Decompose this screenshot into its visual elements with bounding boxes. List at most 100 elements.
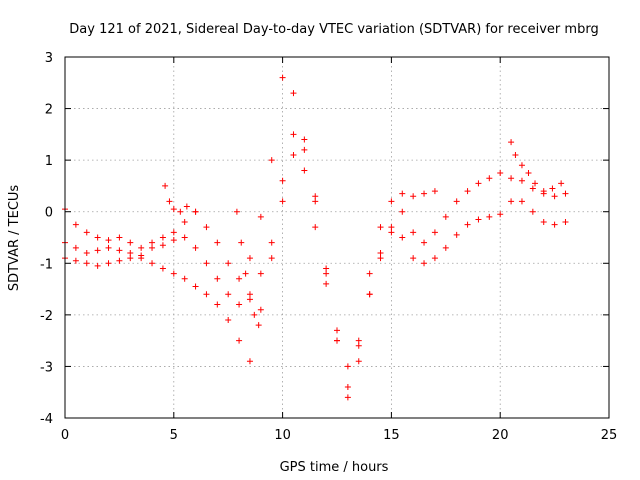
data-point <box>410 255 417 262</box>
data-point <box>105 237 112 244</box>
data-point <box>279 198 286 205</box>
data-point <box>549 185 556 192</box>
data-point <box>388 224 395 231</box>
data-point <box>203 260 210 267</box>
data-point <box>377 255 384 262</box>
data-point <box>170 206 177 213</box>
data-point <box>551 193 558 200</box>
data-point <box>246 255 253 262</box>
data-point <box>399 190 406 197</box>
data-point <box>562 190 569 197</box>
data-point <box>181 234 188 241</box>
data-point <box>192 208 199 215</box>
data-point <box>225 317 232 324</box>
data-point <box>149 260 156 267</box>
data-point <box>257 213 264 220</box>
data-point <box>257 306 264 313</box>
data-point <box>475 180 482 187</box>
data-point <box>355 342 362 349</box>
data-point <box>525 170 532 177</box>
x-tick-label: 5 <box>170 428 178 443</box>
data-point <box>203 224 210 231</box>
data-point <box>268 239 275 246</box>
data-point <box>344 384 351 391</box>
data-point <box>518 198 525 205</box>
data-point <box>355 337 362 344</box>
x-tick-label: 25 <box>601 428 618 443</box>
data-point <box>225 260 232 267</box>
data-point <box>508 139 515 146</box>
data-point <box>94 247 101 254</box>
data-point <box>159 242 166 249</box>
data-point <box>94 262 101 269</box>
data-point <box>512 151 519 158</box>
x-tick-label: 0 <box>61 428 69 443</box>
data-point <box>116 257 123 264</box>
data-point <box>83 260 90 267</box>
data-point <box>192 244 199 251</box>
y-tick-label: -1 <box>40 257 53 272</box>
data-point <box>399 234 406 241</box>
data-point <box>323 280 330 287</box>
data-point <box>301 146 308 153</box>
data-point <box>279 74 286 81</box>
data-point <box>508 198 515 205</box>
data-point <box>464 221 471 228</box>
data-point <box>529 208 536 215</box>
data-point <box>290 131 297 138</box>
data-point <box>138 244 145 251</box>
data-point <box>558 180 565 187</box>
data-point <box>257 270 264 277</box>
data-point <box>312 224 319 231</box>
data-point <box>388 198 395 205</box>
data-point <box>377 224 384 231</box>
plot-frame <box>64 56 610 419</box>
x-tick-label: 20 <box>492 428 509 443</box>
series-track-3 <box>62 136 569 401</box>
data-point <box>334 337 340 344</box>
data-point <box>301 136 308 143</box>
data-point <box>255 322 262 329</box>
data-point <box>242 270 249 277</box>
data-point <box>203 291 210 298</box>
y-axis-label: SDTVAR / TECUs <box>7 185 22 292</box>
data-point <box>251 311 258 318</box>
data-point <box>192 283 199 290</box>
data-point <box>127 249 134 256</box>
data-point <box>431 255 438 262</box>
data-point <box>410 193 417 200</box>
data-point <box>83 229 90 236</box>
data-point <box>246 296 253 303</box>
series-track-4 <box>508 139 565 195</box>
data-point <box>497 211 504 218</box>
data-point <box>388 229 395 236</box>
data-point <box>181 275 188 282</box>
data-point <box>170 270 177 277</box>
data-point <box>290 90 297 97</box>
data-point <box>183 203 190 210</box>
data-point <box>225 291 232 298</box>
data-point <box>159 265 166 272</box>
data-point <box>116 247 123 254</box>
data-point <box>453 231 460 238</box>
data-point <box>246 291 253 298</box>
data-point <box>366 270 373 277</box>
data-point <box>233 208 240 215</box>
data-point <box>323 265 330 272</box>
data-point <box>166 198 173 205</box>
data-point <box>170 237 177 244</box>
data-point <box>442 244 449 251</box>
x-tick-label: 15 <box>383 428 400 443</box>
data-point <box>214 301 221 308</box>
data-point <box>214 275 221 282</box>
data-point <box>421 260 428 267</box>
series-track-5 <box>162 182 199 215</box>
data-point <box>94 234 101 241</box>
y-tick-label: 3 <box>45 51 53 66</box>
data-points <box>62 74 569 401</box>
data-point <box>149 244 156 251</box>
data-point <box>236 337 243 344</box>
data-point <box>453 198 460 205</box>
